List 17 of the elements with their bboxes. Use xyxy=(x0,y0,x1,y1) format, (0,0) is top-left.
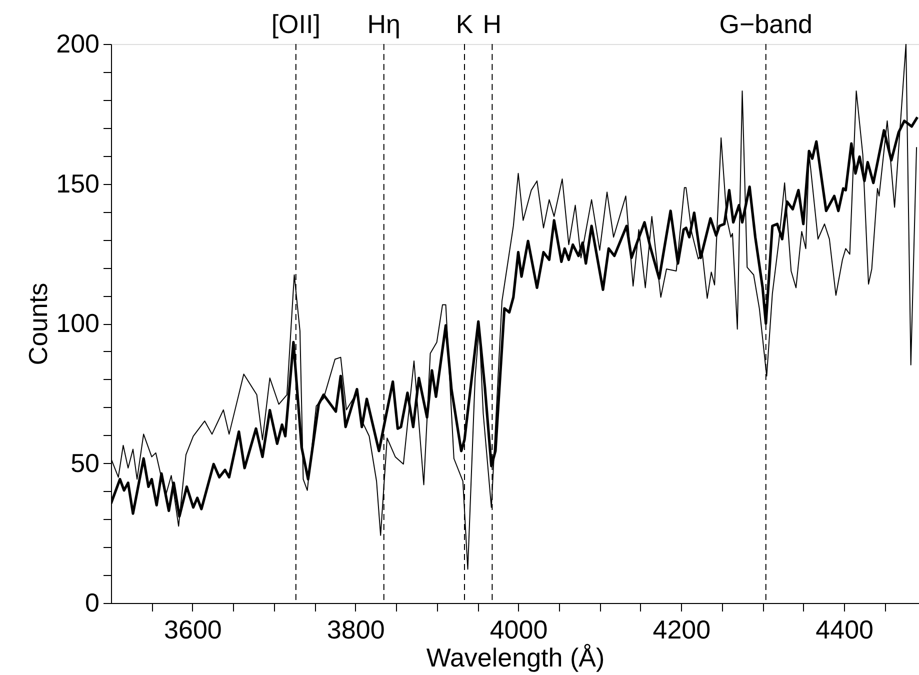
ref-line-label: [OII] xyxy=(271,9,320,39)
x-tick-label: 4400 xyxy=(816,614,874,644)
ref-line-label: G−band xyxy=(719,9,812,39)
y-tick-label: 150 xyxy=(56,168,100,198)
x-axis-title: Wavelength (Å) xyxy=(426,642,605,672)
y-axis-title: Counts xyxy=(23,282,54,366)
x-tick-label: 4200 xyxy=(652,614,711,644)
x-tick-label: 3600 xyxy=(164,614,222,644)
ref-line-label: K xyxy=(456,9,474,39)
ref-line-label: Hη xyxy=(367,9,400,39)
y-tick-label: 50 xyxy=(70,448,100,478)
y-tick-label: 200 xyxy=(56,28,100,58)
x-tick-label: 3800 xyxy=(326,614,385,644)
ref-line-label: H xyxy=(482,9,502,39)
x-tick-label: 4000 xyxy=(490,614,548,644)
y-tick-label: 0 xyxy=(85,588,100,618)
y-tick-label: 100 xyxy=(56,308,100,338)
